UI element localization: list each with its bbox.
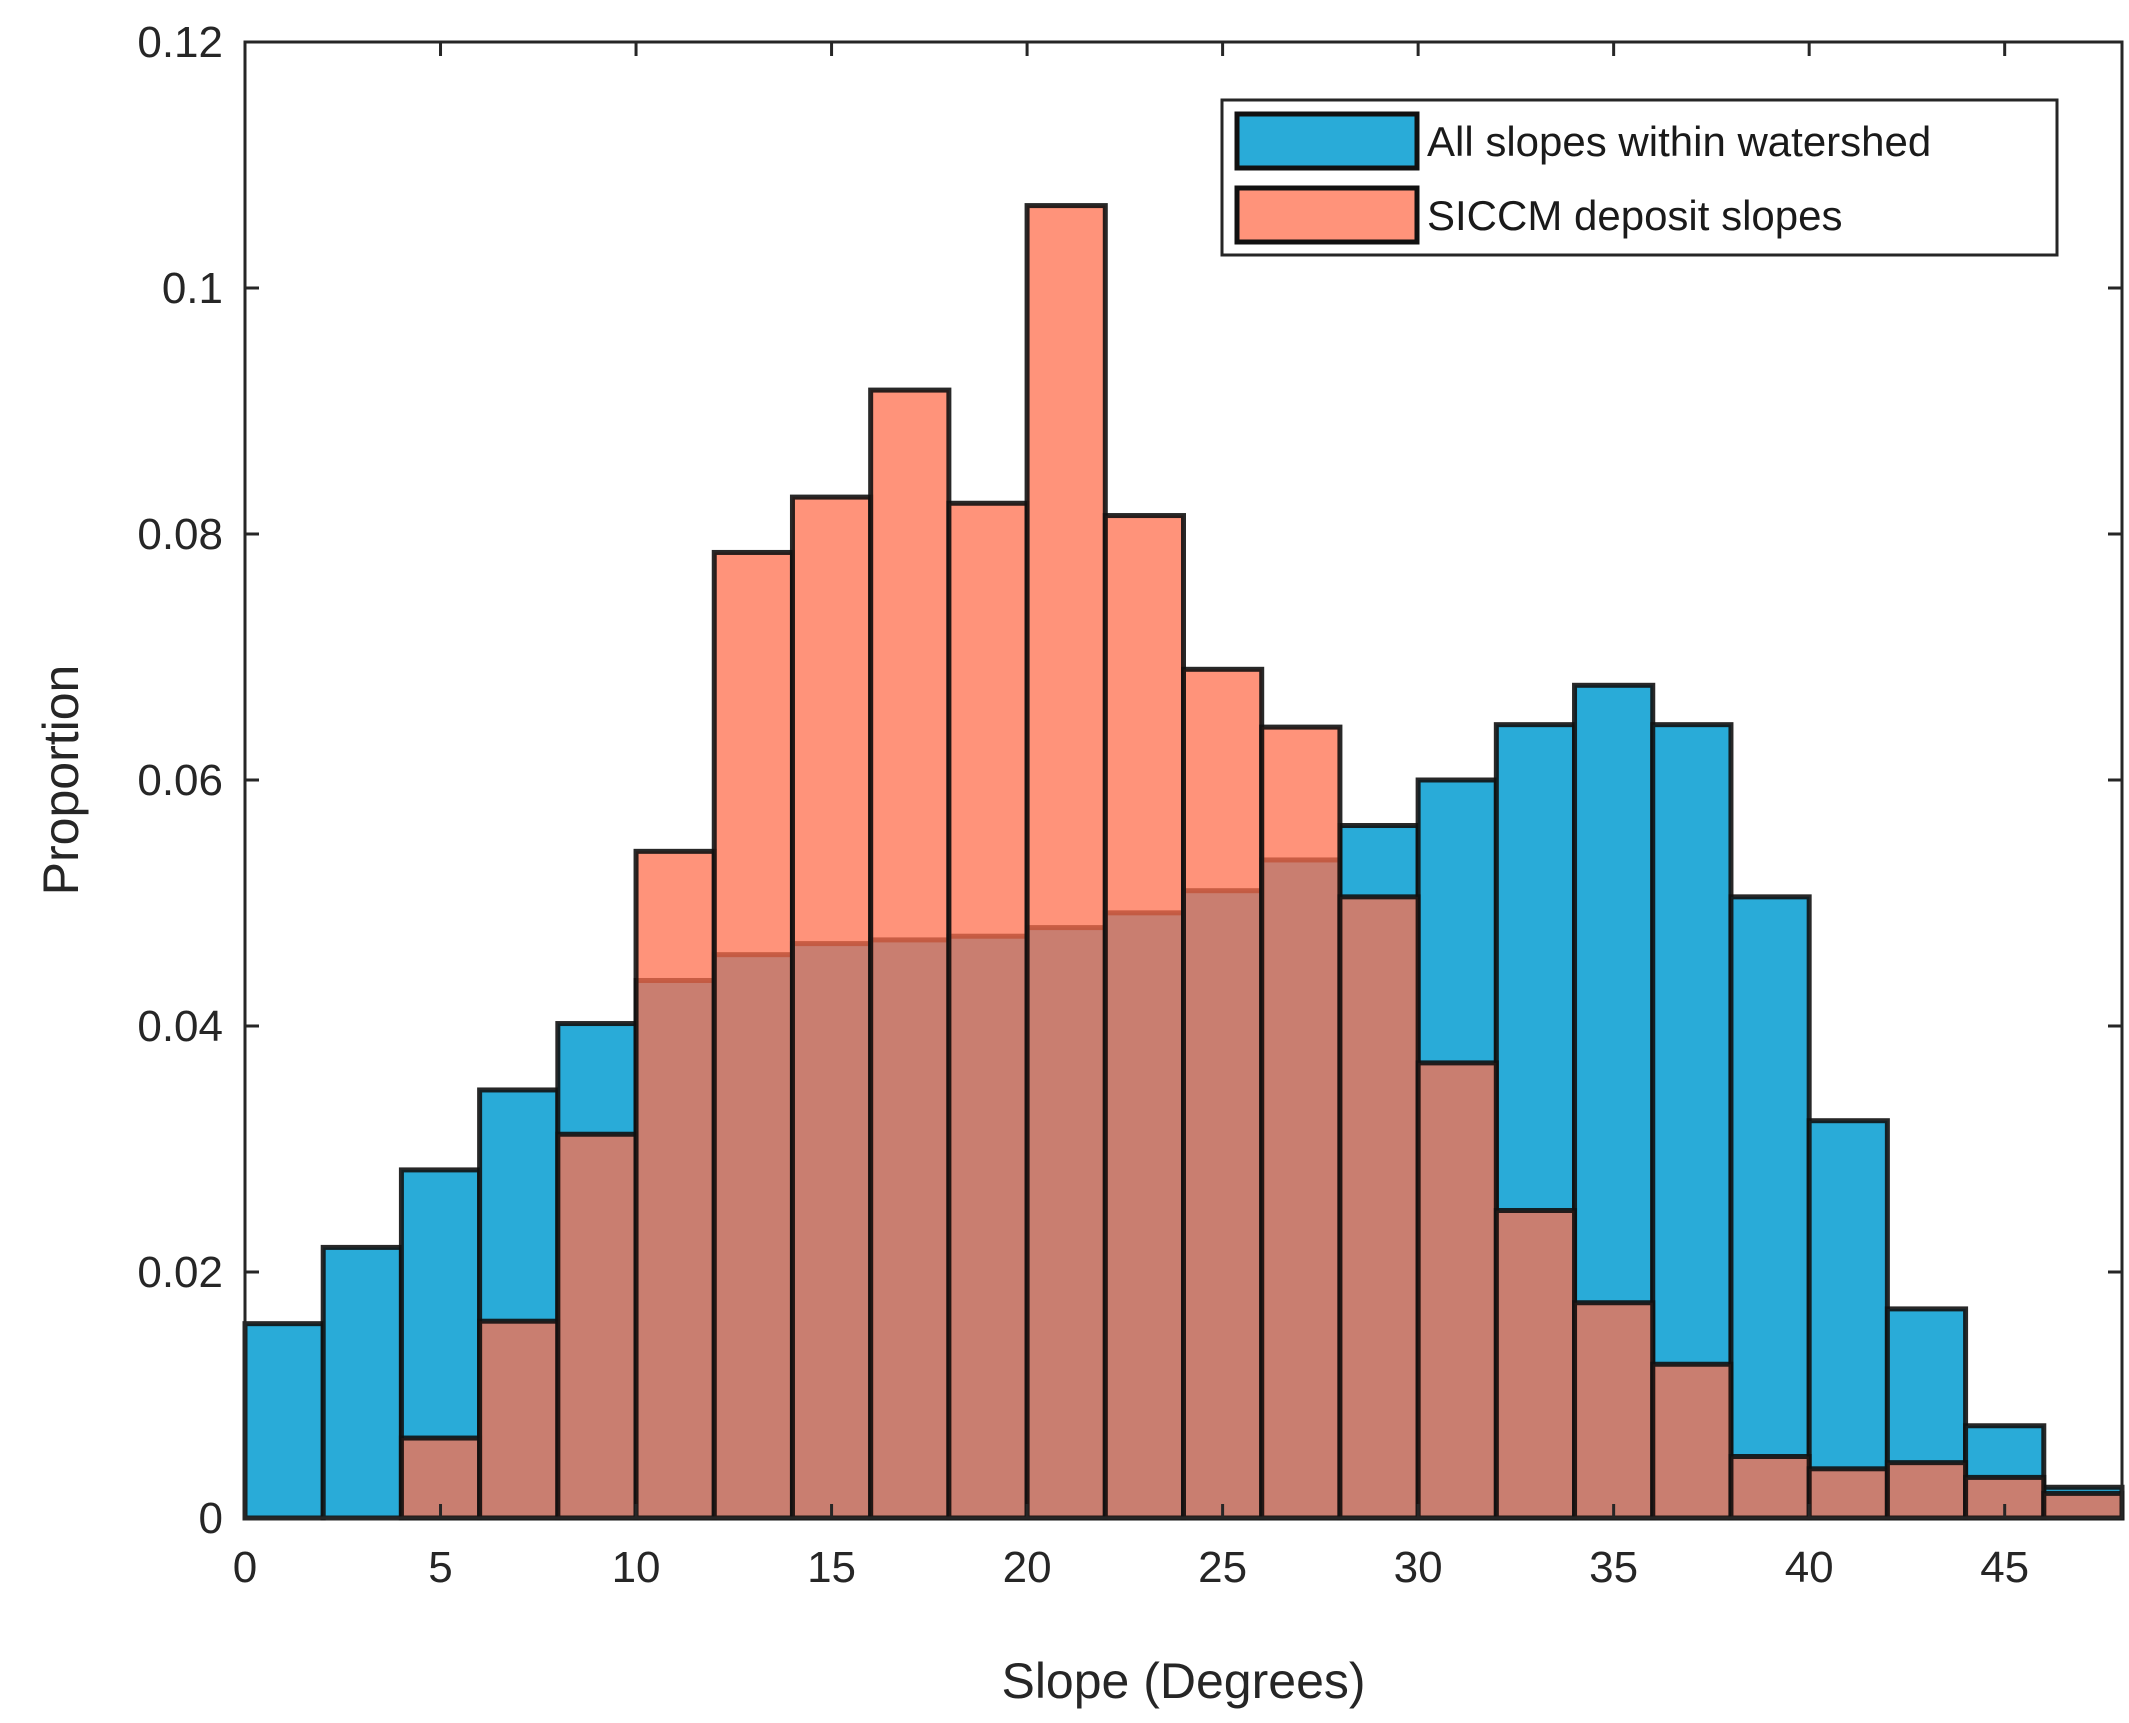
x-tick-label: 25 — [1198, 1543, 1247, 1592]
bar-siccm-8 — [555, 1131, 639, 1521]
y-tick-label: 0.08 — [137, 510, 223, 559]
bar-siccm-22 — [1102, 513, 1186, 1521]
x-axis-title: Slope (Degrees) — [1001, 1653, 1365, 1709]
bar-siccm-18 — [946, 500, 1030, 1521]
x-tick-label: 20 — [1003, 1543, 1052, 1592]
bar-siccm-12 — [711, 549, 795, 1521]
bar-siccm-34 — [1572, 1300, 1656, 1521]
x-tick-label: 0 — [233, 1543, 257, 1592]
legend-label-all-slopes: All slopes within watershed — [1427, 118, 1931, 165]
x-tick-label: 40 — [1785, 1543, 1834, 1592]
bar-all-slopes-40 — [1806, 1118, 1890, 1521]
bar-siccm-46 — [2041, 1490, 2125, 1521]
legend-swatch-siccm — [1234, 185, 1420, 245]
bar-siccm-14 — [789, 494, 874, 1521]
bar-siccm-16 — [868, 387, 952, 1521]
x-tick-label: 15 — [807, 1543, 856, 1592]
bar-all-slopes-38 — [1728, 894, 1812, 1521]
legend-swatch-all-slopes — [1234, 111, 1420, 171]
y-tick-label: 0.12 — [137, 18, 223, 67]
series-siccm-bars — [398, 203, 2125, 1521]
y-tick-label: 0.1 — [162, 264, 223, 313]
bar-siccm-32 — [1493, 1208, 1578, 1521]
bar-siccm-30 — [1415, 1060, 1499, 1521]
bar-siccm-10 — [633, 848, 717, 1521]
x-axis-ticks: 0 5 10 15 20 25 30 35 40 45 — [233, 42, 2029, 1592]
x-tick-label: 10 — [612, 1543, 661, 1592]
bar-siccm-20 — [1024, 203, 1108, 1521]
bar-siccm-36 — [1650, 1361, 1734, 1521]
bar-siccm-28 — [1337, 894, 1421, 1521]
x-tick-label: 30 — [1394, 1543, 1443, 1592]
x-tick-label: 5 — [428, 1543, 452, 1592]
y-axis-ticks: 0 0.02 0.04 0.06 0.08 0.1 0.12 — [137, 18, 2122, 1543]
bar-siccm-40 — [1806, 1466, 1890, 1521]
y-tick-label: 0 — [199, 1494, 223, 1543]
bar-siccm-38 — [1728, 1454, 1812, 1521]
bar-siccm-42 — [1884, 1460, 1969, 1521]
legend: All slopes within watershed SICCM deposi… — [1220, 98, 2059, 257]
bar-siccm-24 — [1181, 666, 1265, 1521]
bar-siccm-26 — [1259, 724, 1343, 1521]
x-tick-label: 35 — [1589, 1543, 1638, 1592]
y-tick-label: 0.06 — [137, 756, 223, 805]
bar-siccm-6 — [477, 1318, 561, 1521]
bar-all-slopes-0 — [242, 1321, 326, 1521]
y-tick-label: 0.02 — [137, 1248, 223, 1297]
bar-all-slopes-2 — [320, 1244, 404, 1521]
x-tick-label: 45 — [1980, 1543, 2029, 1592]
legend-label-siccm: SICCM deposit slopes — [1427, 192, 1843, 239]
y-tick-label: 0.04 — [137, 1002, 223, 1051]
y-axis-title: Proportion — [33, 665, 89, 896]
